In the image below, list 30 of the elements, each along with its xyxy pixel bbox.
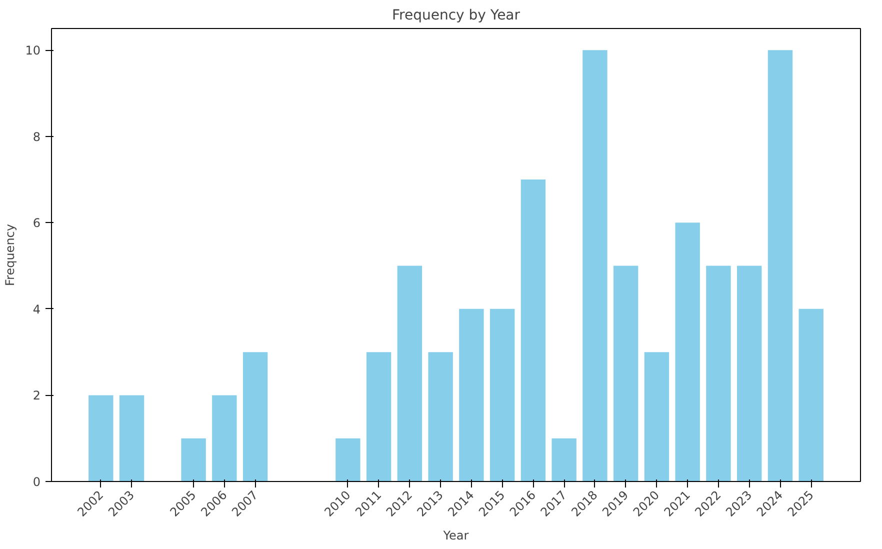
bar (181, 438, 206, 482)
y-axis-title: Frequency (3, 224, 18, 286)
y-tick-label: 8 (32, 130, 41, 144)
bar (706, 266, 731, 482)
y-tick-label: 4 (32, 302, 41, 316)
bar (613, 266, 638, 482)
bar (520, 180, 546, 482)
bar (644, 352, 670, 482)
y-tick-label: 2 (32, 388, 41, 403)
bar (397, 266, 422, 482)
bar (366, 352, 392, 482)
bar (798, 308, 824, 482)
x-axis-title: Year (442, 528, 469, 542)
bar (459, 308, 484, 482)
y-tick-label: 0 (32, 475, 41, 489)
bar (675, 222, 700, 482)
bar (88, 395, 114, 482)
bar (582, 50, 608, 482)
bar (212, 395, 237, 482)
bar (428, 352, 453, 482)
bar (242, 352, 268, 482)
bar (768, 50, 793, 482)
bar (736, 266, 762, 482)
bar (336, 438, 360, 482)
bar (552, 438, 576, 482)
chart-title: Frequency by Year (392, 8, 520, 24)
bar (490, 308, 515, 482)
bar (119, 395, 144, 482)
y-tick-label: 10 (25, 44, 41, 58)
y-tick-label: 6 (32, 216, 41, 230)
